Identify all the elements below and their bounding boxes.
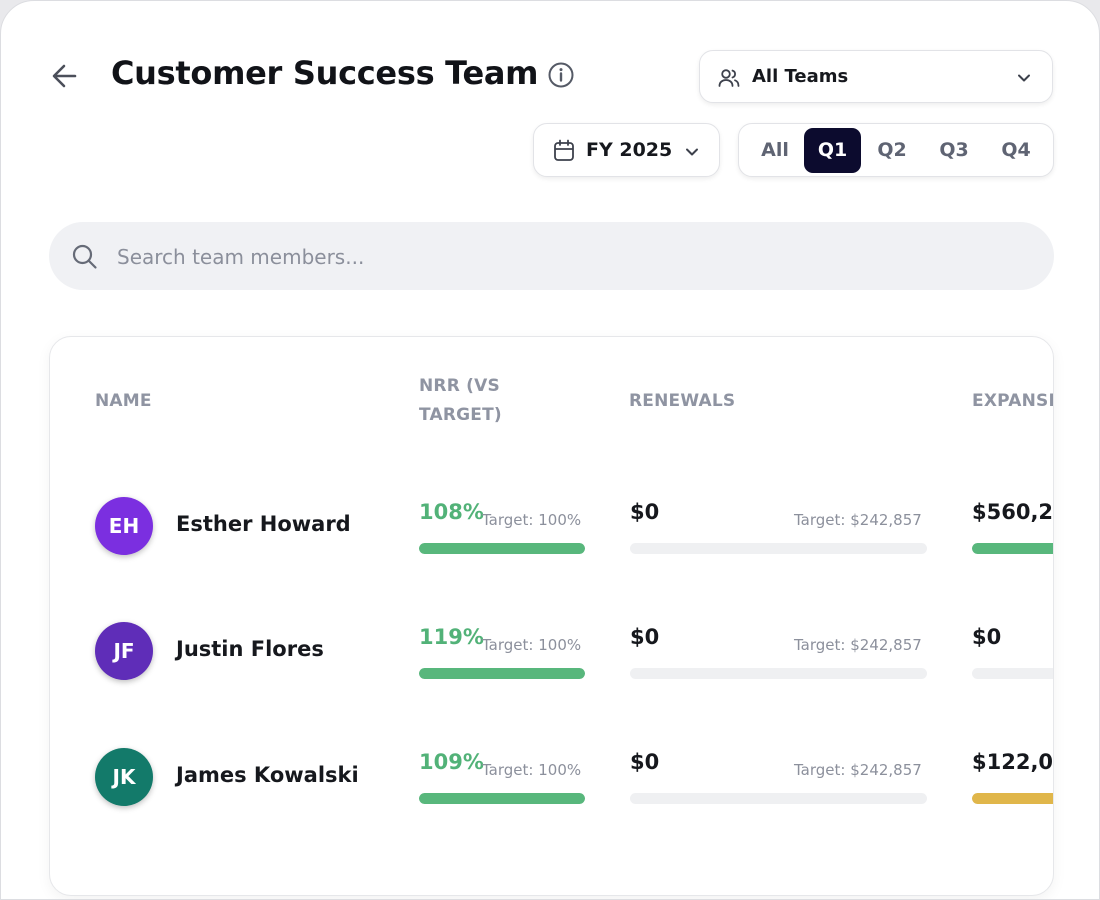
nrr-progress-bar: [419, 793, 585, 804]
expansion-progress-fill: [972, 543, 1053, 554]
avatar: JK: [95, 748, 153, 806]
info-icon: [548, 62, 574, 88]
nrr-value: 119%: [419, 625, 484, 649]
expansion-progress-fill: [972, 793, 1053, 804]
nrr-target: Target: 100%: [482, 761, 582, 779]
expansion-progress-bar: [972, 543, 1053, 554]
table-row[interactable]: EH Esther Howard 108% Target: 100% $0 Ta…: [50, 465, 1054, 585]
fiscal-year-label: FY 2025: [586, 139, 673, 161]
quarter-tabs: All Q1 Q2 Q3 Q4: [738, 123, 1054, 177]
column-header-nrr-line1[interactable]: NRR (VS: [419, 376, 500, 396]
nrr-progress-fill: [419, 543, 585, 554]
tab-q2[interactable]: Q2: [877, 139, 907, 161]
tab-q3[interactable]: Q3: [939, 139, 969, 161]
column-header-renewals[interactable]: RENEWALS: [629, 391, 736, 411]
expansion-value: $0: [972, 625, 1002, 649]
nrr-target: Target: 100%: [482, 511, 582, 529]
table-row[interactable]: JF Justin Flores 119% Target: 100% $0 Ta…: [50, 590, 1053, 710]
nrr-progress-fill: [419, 668, 585, 679]
search-input[interactable]: [115, 234, 1019, 280]
team-filter-dropdown[interactable]: All Teams: [699, 50, 1053, 103]
team-table: NAME NRR (VS TARGET) RENEWALS EXPANSI EH…: [49, 336, 1054, 896]
nrr-value: 108%: [419, 500, 484, 524]
users-icon: [718, 69, 740, 87]
fiscal-year-dropdown[interactable]: FY 2025: [533, 123, 720, 177]
member-name: James Kowalski: [176, 763, 359, 787]
renewals-value: $0: [630, 625, 660, 649]
expansion-value: $560,27: [972, 500, 1054, 524]
renewals-progress-bar: [630, 793, 927, 804]
search-icon: [72, 244, 97, 269]
avatar: EH: [95, 497, 153, 555]
member-name: Justin Flores: [176, 637, 324, 661]
renewals-progress-bar: [630, 543, 927, 554]
nrr-target: Target: 100%: [482, 636, 582, 654]
renewals-target: Target: $242,857: [794, 761, 922, 779]
chevron-down-icon: [686, 148, 698, 156]
back-button[interactable]: [49, 60, 81, 92]
tab-all[interactable]: All: [761, 139, 789, 161]
calendar-icon: [554, 139, 574, 161]
chevron-down-icon: [1018, 74, 1030, 82]
column-header-nrr-line2[interactable]: TARGET): [419, 405, 502, 425]
nrr-value: 109%: [419, 750, 484, 774]
renewals-progress-bar: [630, 668, 927, 679]
table-row[interactable]: JK James Kowalski 109% Target: 100% $0 T…: [50, 715, 1054, 835]
arrow-left-icon: [52, 64, 77, 88]
column-header-name[interactable]: NAME: [95, 391, 152, 411]
avatar: JF: [95, 622, 153, 680]
expansion-progress-bar: [972, 668, 1053, 679]
page-title: Customer Success Team: [111, 54, 539, 92]
tab-q4[interactable]: Q4: [1001, 139, 1031, 161]
nrr-progress-fill: [419, 793, 585, 804]
info-button[interactable]: [547, 61, 575, 89]
member-name: Esther Howard: [176, 512, 351, 536]
column-header-expansion[interactable]: EXPANSI: [972, 391, 1054, 411]
nrr-progress-bar: [419, 543, 585, 554]
expansion-progress-bar: [972, 793, 1053, 804]
renewals-value: $0: [630, 500, 660, 524]
team-filter-label: All Teams: [752, 66, 849, 87]
expansion-value: $122,08: [972, 750, 1054, 774]
search-bar: [49, 222, 1054, 290]
renewals-target: Target: $242,857: [794, 511, 922, 529]
renewals-target: Target: $242,857: [794, 636, 922, 654]
nrr-progress-bar: [419, 668, 585, 679]
renewals-value: $0: [630, 750, 660, 774]
tab-q1[interactable]: Q1: [804, 128, 861, 173]
